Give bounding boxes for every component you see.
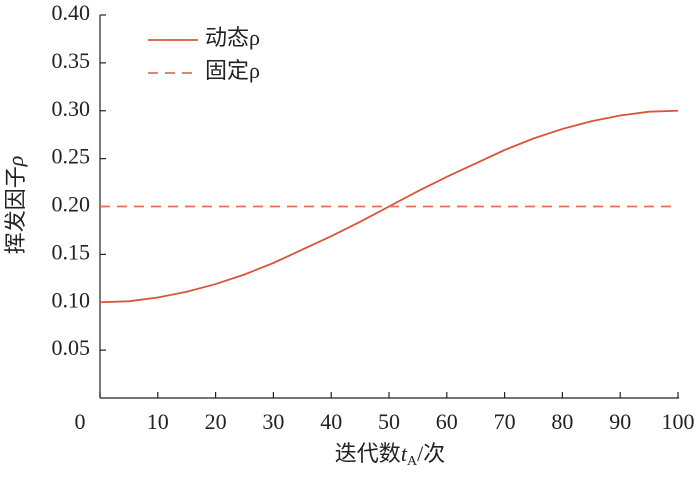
x-tick-label: 40 [320,409,342,434]
x-tick-label: 20 [205,409,227,434]
y-tick-label: 0.40 [52,0,91,25]
x-tick-label: 10 [147,409,169,434]
x-label-part: /次 [417,441,445,466]
y-label-part: ρ [3,156,28,168]
x-tick-label: 30 [262,409,284,434]
x-tick-label: 90 [609,409,631,434]
y-tick-label: 0.05 [52,335,91,360]
y-tick-label: 0.30 [52,96,91,121]
y-axis-label: 挥发因子ρ [3,156,28,255]
y-tick-label: 0.35 [52,48,91,73]
y-tick-label: 0.25 [52,144,91,169]
legend-label: 固定ρ [205,58,260,83]
x-label-part: A [407,454,418,469]
x-tick-label: 80 [551,409,573,434]
y-label-part: 挥发因子 [3,166,28,254]
x-label-part: t [401,441,408,466]
x-axis-label: 迭代数tA/次 [335,441,445,469]
x-tick-label: 60 [436,409,458,434]
x-label-part: 迭代数 [335,441,401,466]
x-tick-label: 100 [662,409,695,434]
x-tick-label: 0 [75,409,86,434]
x-tick-label: 50 [378,409,400,434]
legend-label: 动态ρ [205,25,260,50]
x-tick-label: 70 [494,409,516,434]
y-tick-label: 0.20 [52,192,91,217]
y-tick-label: 0.15 [52,239,91,264]
y-tick-label: 0.10 [52,287,91,312]
